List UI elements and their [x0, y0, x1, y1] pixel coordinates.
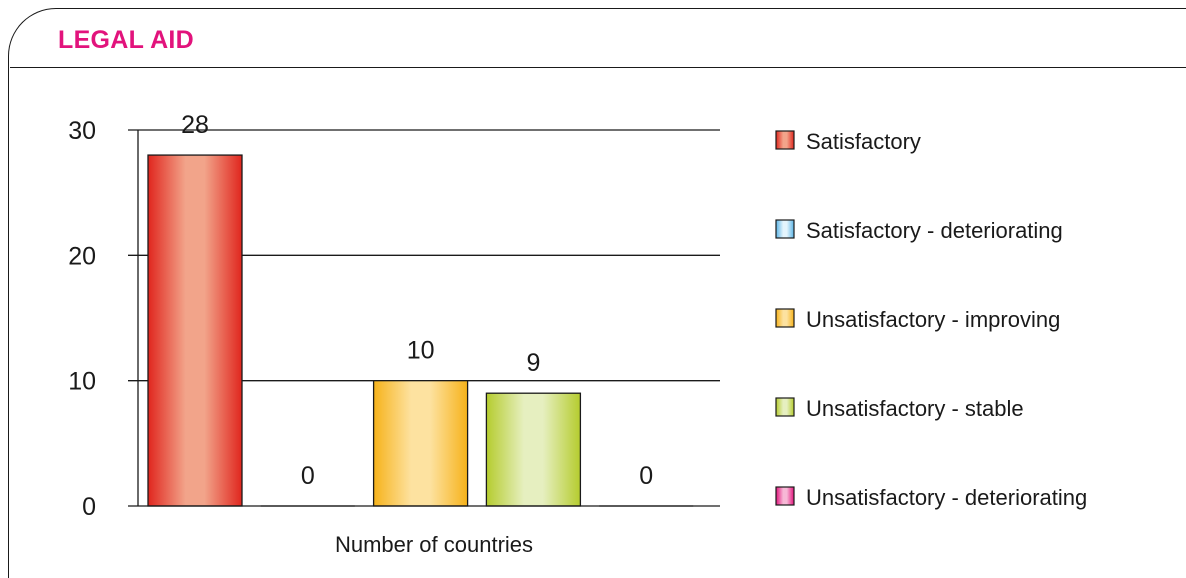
- legend-label: Unsatisfactory - stable: [806, 396, 1024, 421]
- legend-label: Satisfactory - deteriorating: [806, 218, 1063, 243]
- y-tick-label: 30: [68, 117, 96, 145]
- legend-label: Satisfactory: [806, 129, 921, 154]
- data-label: 28: [181, 111, 209, 139]
- bar-satisfactory: [147, 154, 243, 507]
- chart-panel: [8, 8, 1186, 578]
- legend-swatch: [775, 308, 795, 328]
- y-tick-label: 0: [82, 493, 96, 521]
- x-axis-label: Number of countries: [335, 532, 533, 557]
- legend: Satisfactory Satisfactory - deteriorating…: [775, 129, 1087, 510]
- y-tick-label: 20: [68, 242, 96, 270]
- bar-unsatisfactory-stable: [485, 392, 582, 507]
- legend-swatch: [775, 486, 795, 506]
- legend-swatch: [775, 397, 795, 417]
- bar-unsatisfactory-improving: [372, 380, 469, 507]
- axes: [128, 130, 720, 507]
- panel-title: LEGAL AID: [58, 26, 195, 54]
- legend-label: Unsatisfactory - improving: [806, 307, 1060, 332]
- y-tick-label: 10: [68, 368, 96, 396]
- legend-swatch: [775, 130, 795, 150]
- data-label: 10: [407, 337, 435, 365]
- bars: [147, 154, 694, 507]
- legend-label: Unsatisfactory - deteriorating: [806, 485, 1087, 510]
- data-label: 0: [639, 462, 653, 490]
- legend-swatch: [775, 219, 795, 239]
- data-label: 9: [526, 349, 540, 377]
- data-labels: 28 0 10 9 0: [181, 111, 653, 490]
- y-axis-ticks: 0 10 20 30: [68, 117, 96, 521]
- title-divider: [10, 67, 1186, 68]
- data-label: 0: [301, 462, 315, 490]
